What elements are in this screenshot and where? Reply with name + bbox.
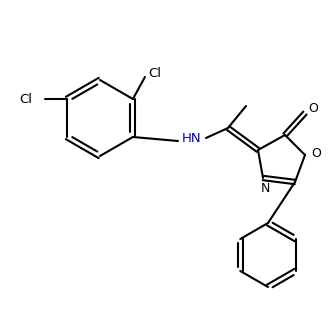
Text: O: O: [308, 101, 318, 115]
Text: Cl: Cl: [19, 92, 32, 106]
Text: Cl: Cl: [148, 67, 161, 79]
Text: N: N: [260, 181, 270, 195]
Text: HN: HN: [182, 132, 202, 145]
Text: O: O: [311, 147, 321, 159]
